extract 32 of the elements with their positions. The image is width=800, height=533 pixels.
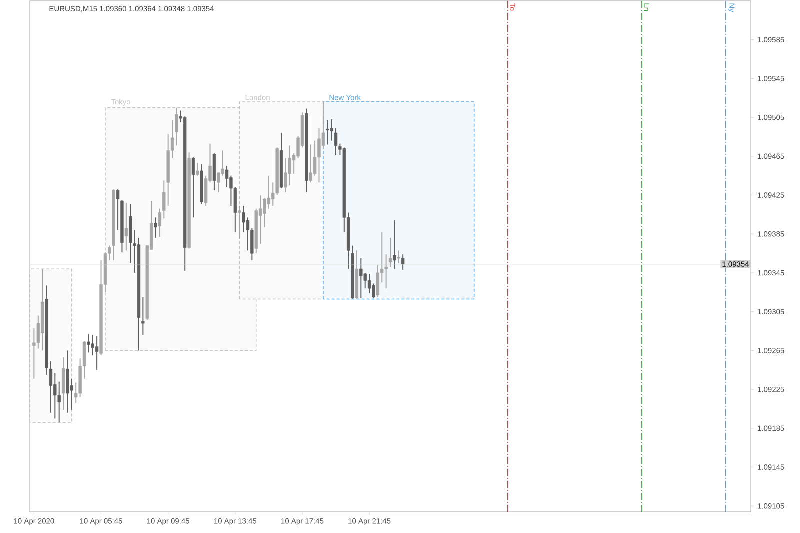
candlestick <box>330 119 334 142</box>
candlestick <box>401 254 405 271</box>
candlestick <box>158 208 162 238</box>
candlestick <box>196 162 200 176</box>
candlestick <box>87 334 90 354</box>
candlestick <box>175 107 178 146</box>
candlestick <box>376 264 380 298</box>
candlestick <box>384 254 388 290</box>
candlestick <box>238 205 242 240</box>
candlestick <box>225 166 229 188</box>
candlestick <box>192 156 196 218</box>
candlestick <box>360 258 363 299</box>
candlestick <box>284 158 288 193</box>
candlestick <box>54 372 57 420</box>
candlestick <box>326 120 330 146</box>
candlestick <box>318 128 321 184</box>
candlestick <box>142 296 145 336</box>
candlestick <box>372 283 376 299</box>
candlestick <box>124 202 128 252</box>
candlestick <box>95 336 99 371</box>
candlestick <box>334 128 338 156</box>
candlestick <box>393 220 396 270</box>
candlestick <box>263 198 266 228</box>
candlestick <box>58 381 61 424</box>
candlestick <box>397 250 400 264</box>
candlestick <box>217 172 220 193</box>
candlestick <box>154 217 158 239</box>
candlestick <box>49 360 53 414</box>
candlestick <box>388 238 392 268</box>
candlestick <box>162 180 166 220</box>
candlestick <box>116 188 120 231</box>
candlestick <box>242 205 246 233</box>
